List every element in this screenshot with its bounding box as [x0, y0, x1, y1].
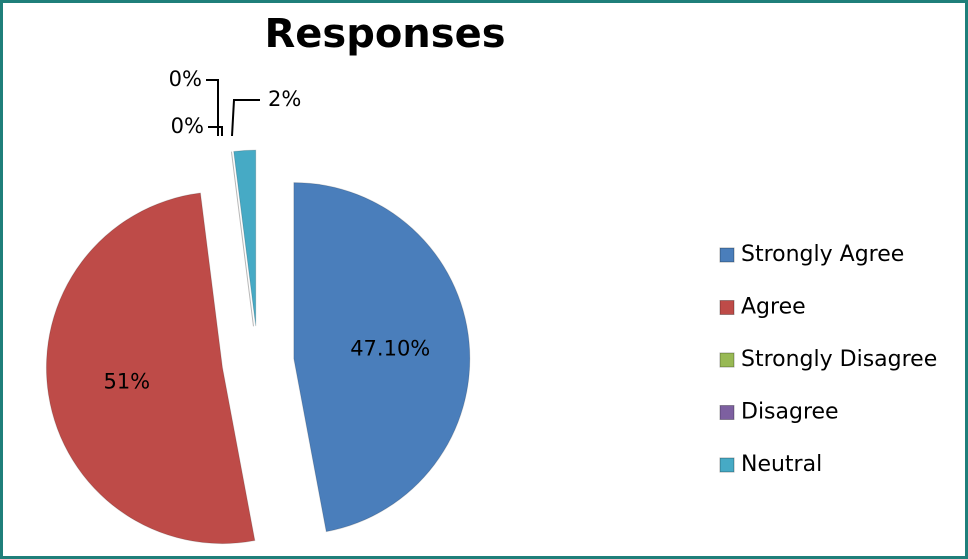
legend-swatch [719, 405, 735, 420]
leader-line [231, 99, 260, 137]
legend-label: Strongly Disagree [741, 347, 937, 372]
legend-label: Neutral [741, 452, 822, 477]
legend-label: Disagree [741, 400, 839, 425]
legend-swatch [719, 457, 735, 473]
leader-line [208, 126, 223, 136]
legend-label: Strongly Agree [741, 242, 904, 267]
pie-slice [293, 182, 471, 533]
chart-title: Responses [264, 11, 505, 57]
data-label: 2% [268, 87, 301, 111]
legend-swatch [719, 300, 735, 315]
pie-slice [233, 149, 257, 327]
pie-slice [45, 192, 256, 545]
legend-swatch [719, 352, 735, 368]
data-label: 47.10% [350, 337, 430, 361]
data-label: 0% [169, 67, 202, 91]
legend-swatch [719, 247, 735, 263]
leader-line [206, 79, 219, 136]
data-label: 51% [103, 370, 150, 394]
data-label: 0% [171, 114, 204, 138]
legend-label: Agree [741, 295, 806, 320]
